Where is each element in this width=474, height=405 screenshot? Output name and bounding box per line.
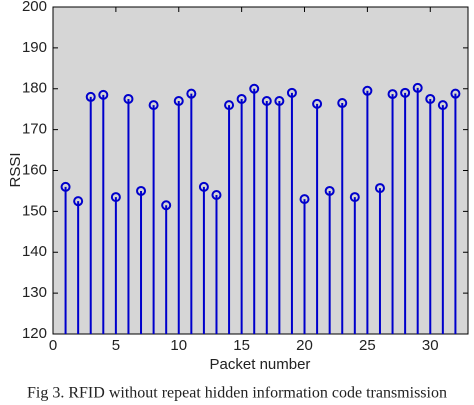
stem-marker: [324, 185, 335, 196]
y-tick-label: 200: [22, 0, 47, 15]
stem-marker: [136, 185, 147, 196]
y-tick-label: 120: [22, 325, 47, 342]
stem-marker: [337, 98, 348, 109]
x-tick-label: 15: [233, 337, 250, 354]
stem-marker: [198, 181, 209, 192]
stem-marker: [98, 89, 109, 100]
stem-marker: [211, 190, 222, 201]
caption: Fig 3. RFID without repeat hidden inform…: [27, 385, 447, 402]
stem-marker: [148, 100, 159, 111]
stem-marker: [412, 82, 423, 93]
x-tick-label: 0: [49, 337, 57, 354]
stem-marker: [299, 194, 310, 205]
stem-marker: [261, 96, 272, 107]
x-tick-label: 30: [422, 337, 439, 354]
stem-marker: [400, 87, 411, 98]
y-tick-label: 150: [22, 202, 47, 219]
stem-marker: [249, 83, 260, 94]
stem-marker: [73, 196, 84, 207]
stem-marker: [425, 93, 436, 104]
stem-marker: [286, 87, 297, 98]
x-axis-label: Packet number: [210, 356, 311, 373]
y-tick-label: 130: [22, 284, 47, 301]
stem-marker: [374, 183, 385, 194]
stem-marker: [123, 93, 134, 104]
stem-marker: [274, 96, 285, 107]
stem-marker: [173, 96, 184, 107]
x-tick-label: 25: [359, 337, 376, 354]
stem-marker: [450, 88, 461, 99]
y-tick-label: 160: [22, 161, 47, 178]
y-tick-label: 190: [22, 39, 47, 56]
y-axis-label: RSSI: [7, 152, 24, 187]
x-tick-label: 5: [112, 337, 120, 354]
stem-marker: [60, 181, 71, 192]
stem-marker: [349, 192, 360, 203]
stem-marker: [312, 98, 323, 109]
y-tick-label: 170: [22, 121, 47, 138]
y-tick-label: 180: [22, 80, 47, 97]
y-tick-label: 140: [22, 243, 47, 260]
x-tick-label: 20: [296, 337, 313, 354]
stem-marker: [186, 88, 197, 99]
stem-marker: [236, 93, 247, 104]
stem-marker: [85, 91, 96, 102]
stem-marker: [224, 100, 235, 111]
x-tick-label: 10: [170, 337, 187, 354]
stem-marker: [387, 89, 398, 100]
stem-marker: [161, 200, 172, 211]
stem-marker: [437, 100, 448, 111]
stem-marker: [362, 85, 373, 96]
plot-area: [52, 6, 469, 335]
stem-marker: [110, 192, 121, 203]
